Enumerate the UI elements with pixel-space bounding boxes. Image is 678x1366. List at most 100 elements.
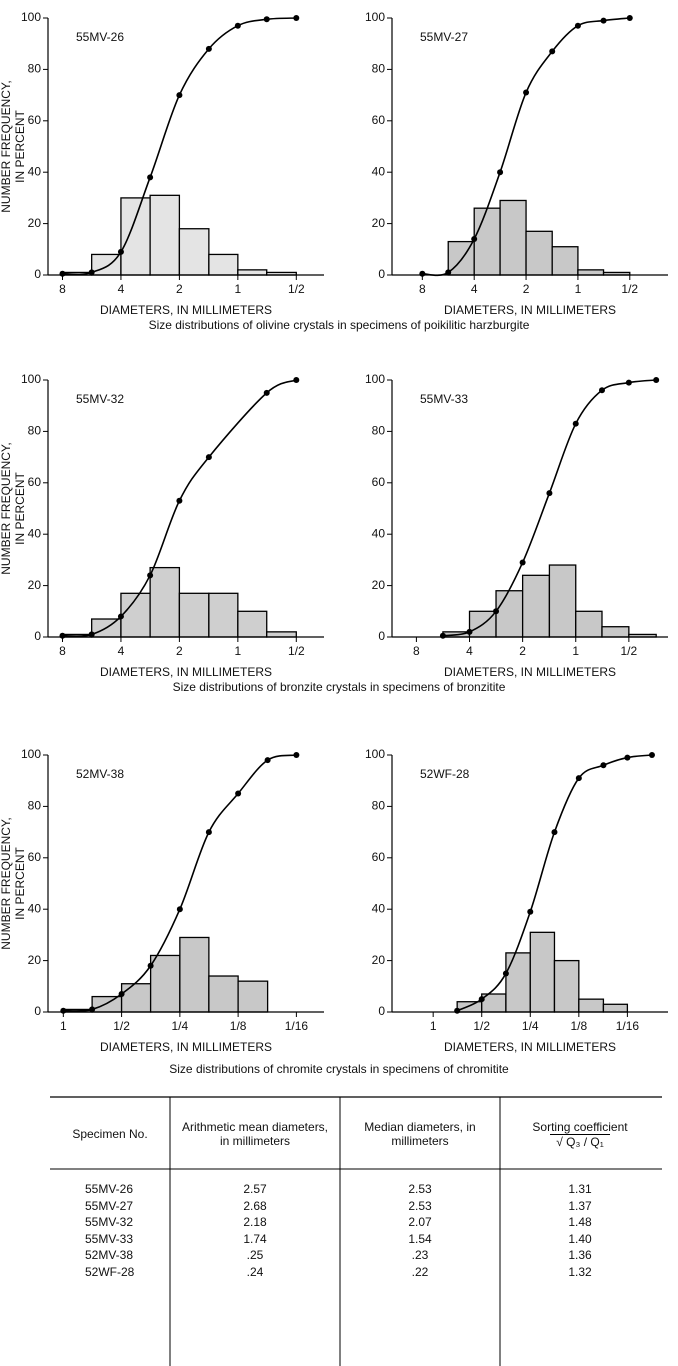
x-tick-label: 8 xyxy=(413,644,420,658)
x-tick-label: 8 xyxy=(419,282,426,296)
x-tick-label: 4 xyxy=(118,644,125,658)
bar xyxy=(237,610,268,638)
bar xyxy=(551,246,579,276)
cumulative-point xyxy=(118,991,125,998)
x-tick-label: 1 xyxy=(235,644,242,658)
cumulative-point xyxy=(523,89,530,96)
cumulative-point xyxy=(653,377,660,383)
bar xyxy=(521,574,551,638)
x-tick-label: 1 xyxy=(60,1019,67,1033)
cumulative-line xyxy=(456,754,653,1012)
table-cell: 52WF-28 xyxy=(85,1264,135,1279)
table-cell: 2.07 xyxy=(408,1215,432,1229)
y-tick-label: 100 xyxy=(21,372,41,386)
cumulative-point xyxy=(648,752,655,758)
x-tick-label: 4 xyxy=(118,282,125,296)
cumulative-point xyxy=(600,762,607,769)
table-cell: 1.48 xyxy=(568,1215,592,1229)
cumulative-point xyxy=(471,236,478,243)
cumulative-point xyxy=(626,15,633,21)
cumulative-point xyxy=(89,1006,96,1013)
chart-title: 55MV-27 xyxy=(420,30,468,44)
table-cell: 1.36 xyxy=(568,1248,592,1262)
cumulative-point xyxy=(493,608,500,615)
cumulative-point xyxy=(549,48,556,55)
y-tick-label: 0 xyxy=(34,1004,41,1018)
y-tick-label: 60 xyxy=(28,475,42,489)
cumulative-point xyxy=(625,379,632,386)
cumulative-point xyxy=(574,22,581,29)
cumulative-point xyxy=(502,970,509,977)
cumulative-point xyxy=(466,628,473,635)
bar xyxy=(505,952,531,1013)
cumulative-point xyxy=(117,248,124,255)
cumulative-point xyxy=(519,559,526,566)
table-header-cell: Sorting coefficient √ Q₃ / Q₁ xyxy=(510,1100,650,1168)
y-tick-label: 100 xyxy=(365,372,385,386)
bar xyxy=(548,564,577,638)
table-cell: 55MV-26 xyxy=(85,1182,134,1196)
table-cell: 1.37 xyxy=(568,1198,592,1213)
cumulative-point xyxy=(176,92,183,99)
cumulative-point xyxy=(205,829,212,836)
x-tick-label: 1 xyxy=(575,282,582,296)
caption: Size distributions of olivine crystals i… xyxy=(149,318,530,332)
table-cell: 2.68 xyxy=(243,1198,267,1213)
bar xyxy=(120,983,152,1013)
cumulative-line xyxy=(62,379,297,637)
y-tick-label: 60 xyxy=(28,113,42,127)
cumulative-point xyxy=(205,454,212,461)
x-axis-label: DIAMETERS, IN MILLIMETERS xyxy=(444,303,616,317)
bar xyxy=(178,228,210,276)
bar xyxy=(208,975,239,1013)
table-cell: 1.32 xyxy=(568,1264,592,1279)
bar xyxy=(495,590,524,638)
x-tick-label: 8 xyxy=(59,644,66,658)
x-tick-label: 1/2 xyxy=(473,1019,490,1033)
y-tick-label: 60 xyxy=(372,113,386,127)
table-header: Median diameters, in millimeters xyxy=(364,1120,476,1148)
table-cell: 2.18 xyxy=(243,1215,267,1229)
y-tick-label: 20 xyxy=(372,216,386,230)
chart-title: 55MV-32 xyxy=(76,392,124,406)
bar xyxy=(577,269,605,276)
cumulative-point xyxy=(527,908,534,915)
x-tick-label: 1/2 xyxy=(621,644,638,658)
bar xyxy=(178,592,210,638)
y-tick-label: 100 xyxy=(21,10,41,24)
cumulative-point xyxy=(546,490,553,497)
x-tick-label: 1/2 xyxy=(288,644,305,658)
y-tick-label: 80 xyxy=(28,62,42,76)
y-tick-label: 80 xyxy=(28,799,42,813)
x-tick-label: 2 xyxy=(519,644,526,658)
y-tick-label: 20 xyxy=(28,216,42,230)
cumulative-line xyxy=(62,17,297,276)
y-tick-label: 80 xyxy=(28,424,42,438)
cumulative-point xyxy=(235,790,242,797)
table-cell: 1.40 xyxy=(568,1231,592,1246)
x-tick-label: 1/4 xyxy=(522,1019,539,1033)
cumulative-point xyxy=(205,45,212,52)
y-tick-label: 40 xyxy=(28,901,42,915)
cumulative-point xyxy=(176,497,183,504)
bar xyxy=(179,936,210,1013)
table-cell: 2.53 xyxy=(408,1182,432,1196)
cumulative-point xyxy=(263,389,270,396)
cumulative-point xyxy=(293,15,300,21)
bar xyxy=(120,197,151,276)
cumulative-point xyxy=(147,572,154,579)
bar xyxy=(149,194,181,276)
y-tick-label: 0 xyxy=(34,629,41,643)
cumulative-point xyxy=(59,632,66,639)
cumulative-point xyxy=(293,377,300,383)
bar xyxy=(499,199,527,276)
x-tick-label: 2 xyxy=(176,644,183,658)
x-tick-label: 1 xyxy=(235,282,242,296)
cumulative-point xyxy=(293,752,300,758)
x-tick-label: 1 xyxy=(430,1019,437,1033)
y-tick-label: 100 xyxy=(21,747,41,761)
cumulative-point xyxy=(624,754,631,761)
x-tick-label: 1/2 xyxy=(621,282,638,296)
y-axis-label-line: NUMBER FREQUENCY, xyxy=(0,80,13,212)
